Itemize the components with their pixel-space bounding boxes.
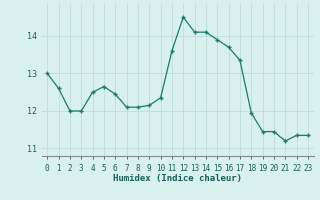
X-axis label: Humidex (Indice chaleur): Humidex (Indice chaleur) [113, 174, 242, 183]
